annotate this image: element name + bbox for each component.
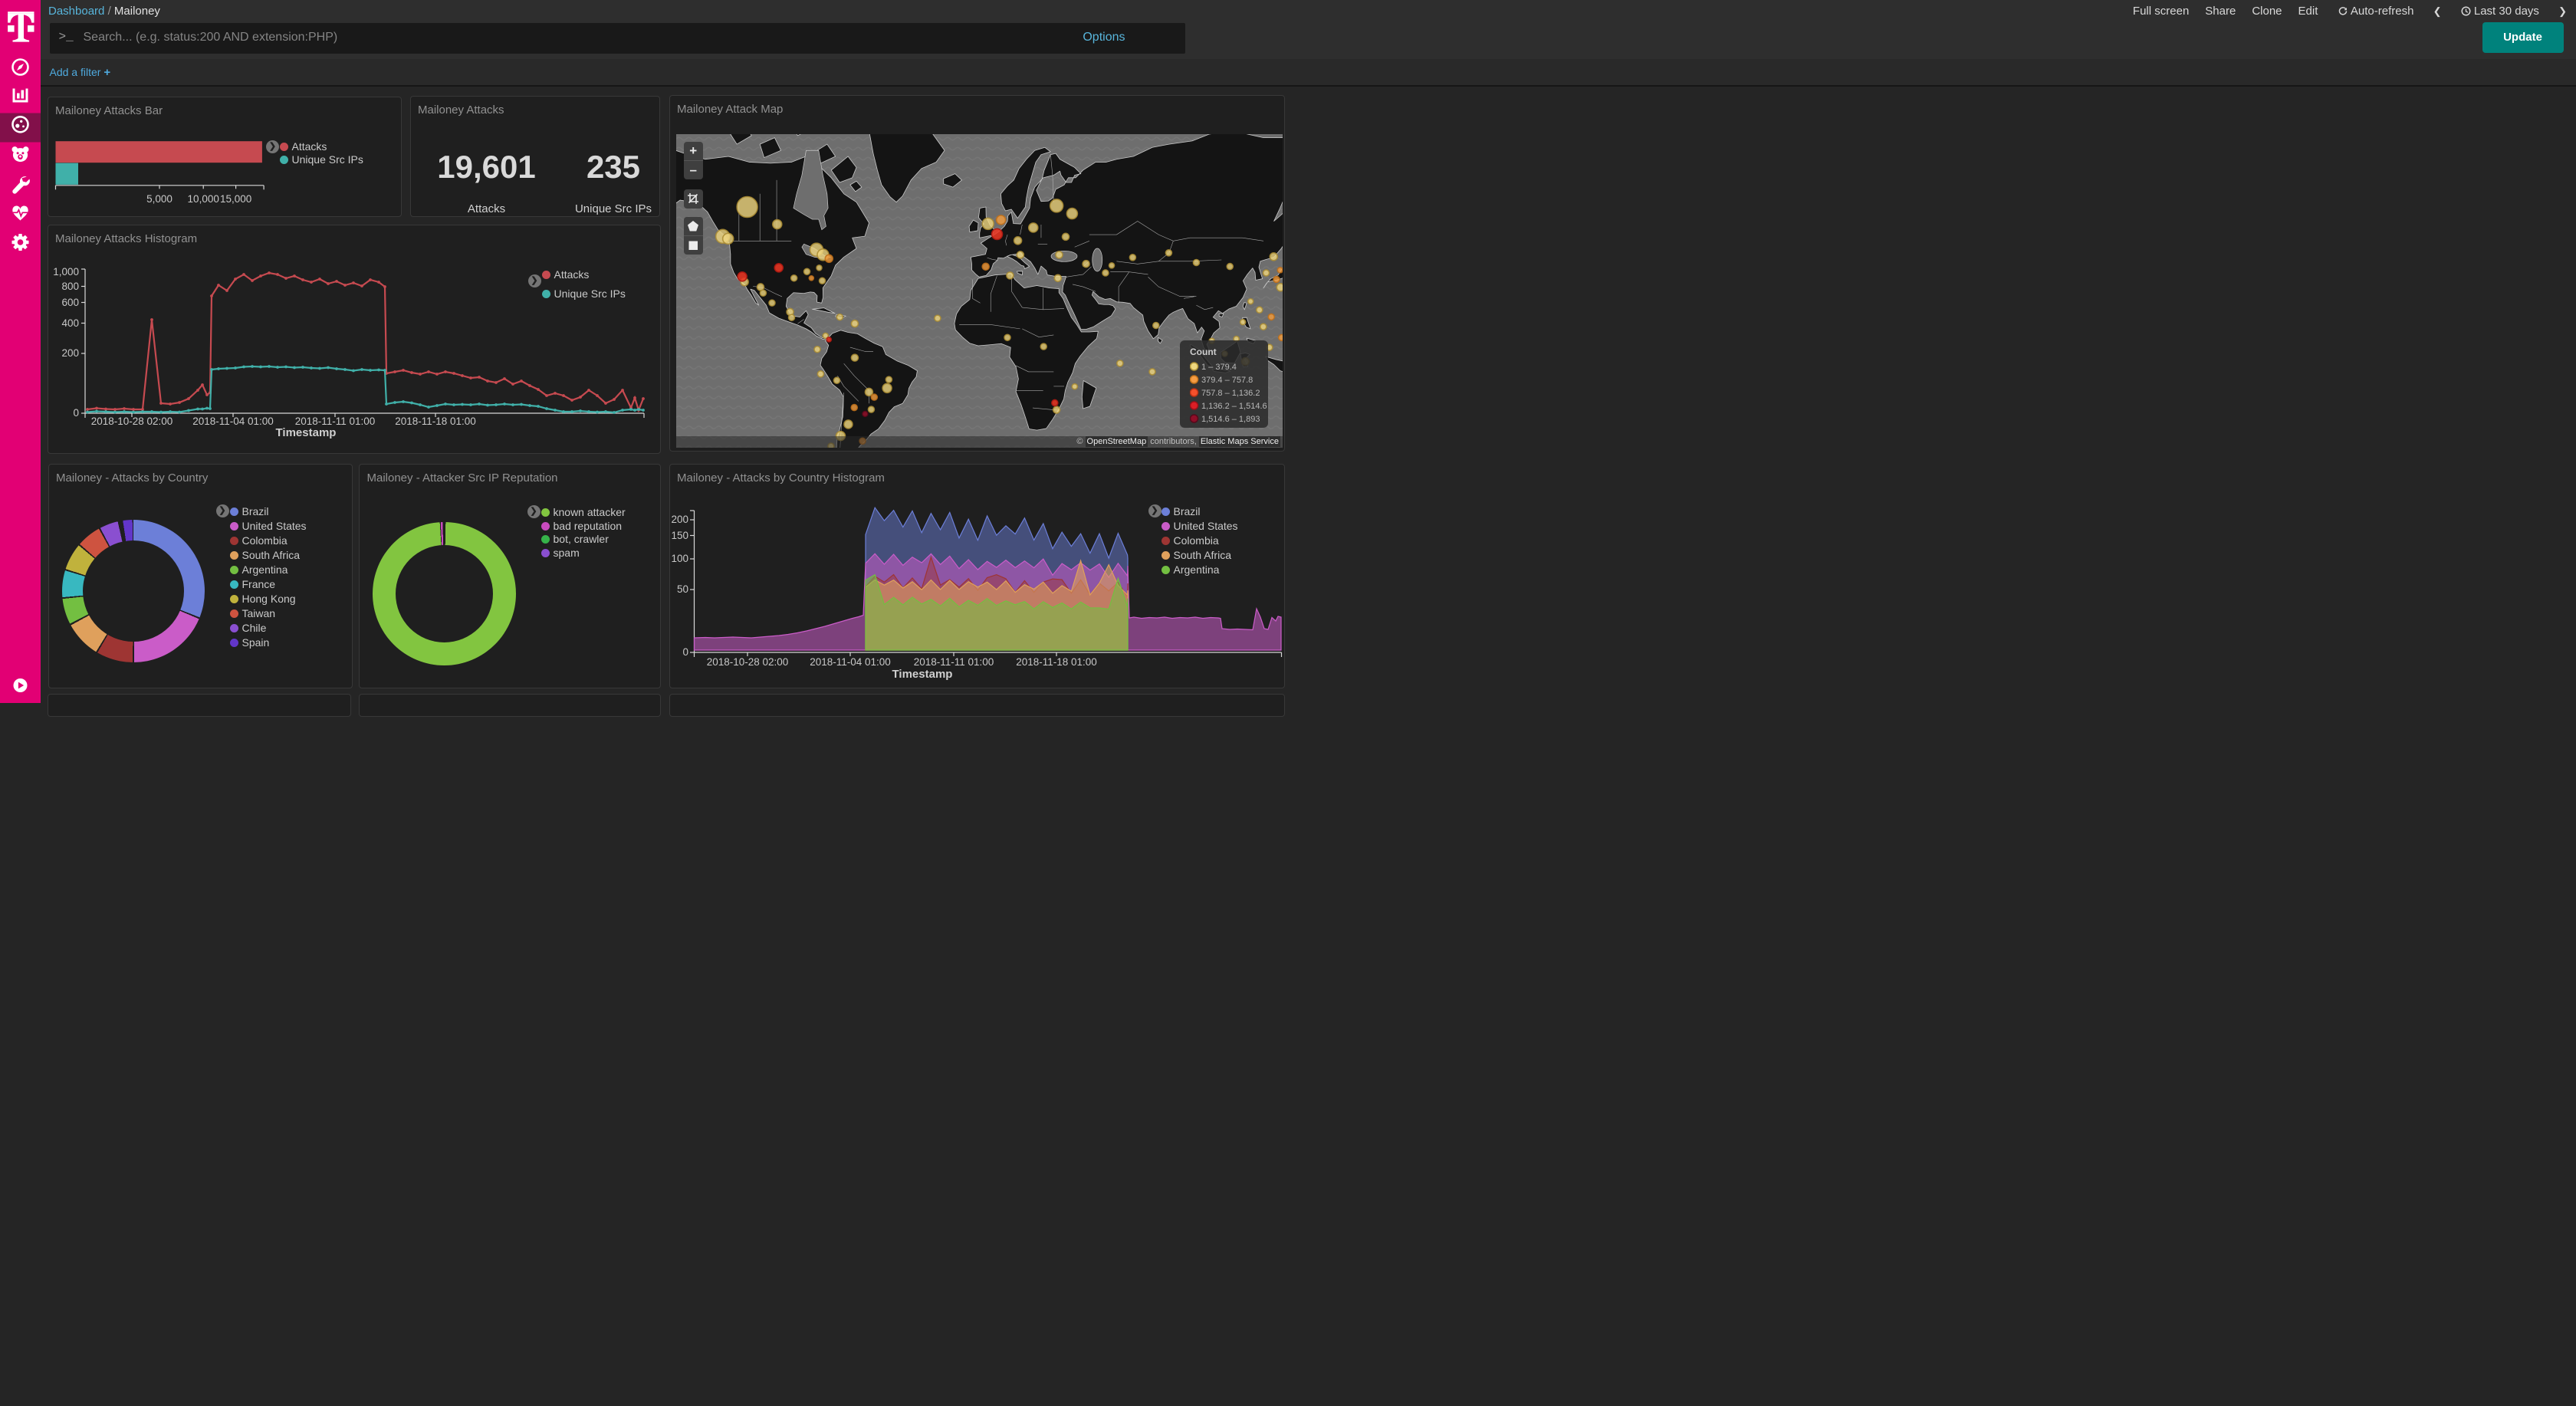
svg-text:150: 150: [671, 530, 688, 541]
svg-text:600: 600: [61, 297, 79, 308]
svg-text:200: 200: [61, 347, 79, 359]
svg-text:2018-11-04 01:00: 2018-11-04 01:00: [810, 656, 891, 668]
svg-text:15,000: 15,000: [219, 193, 251, 205]
svg-text:10,000: 10,000: [187, 193, 219, 205]
svg-text:2018-10-28 02:00: 2018-10-28 02:00: [90, 416, 172, 427]
svg-text:200: 200: [671, 514, 688, 525]
svg-text:2018-11-11 01:00: 2018-11-11 01:00: [294, 416, 375, 427]
svg-text:0: 0: [73, 407, 79, 419]
svg-text:1,000: 1,000: [53, 266, 79, 278]
svg-text:100: 100: [671, 553, 688, 564]
svg-text:0: 0: [682, 646, 688, 658]
svg-text:800: 800: [61, 281, 79, 292]
svg-text:2018-10-28 02:00: 2018-10-28 02:00: [706, 656, 788, 668]
svg-text:2018-11-11 01:00: 2018-11-11 01:00: [913, 656, 994, 668]
svg-text:400: 400: [61, 317, 79, 329]
svg-text:2018-11-18 01:00: 2018-11-18 01:00: [395, 416, 476, 427]
svg-text:2018-11-04 01:00: 2018-11-04 01:00: [192, 416, 274, 427]
svg-text:50: 50: [676, 583, 688, 595]
svg-text:Timestamp: Timestamp: [892, 668, 952, 681]
svg-text:5,000: 5,000: [146, 193, 172, 205]
svg-text:2018-11-18 01:00: 2018-11-18 01:00: [1016, 656, 1097, 668]
svg-text:Timestamp: Timestamp: [275, 426, 336, 439]
